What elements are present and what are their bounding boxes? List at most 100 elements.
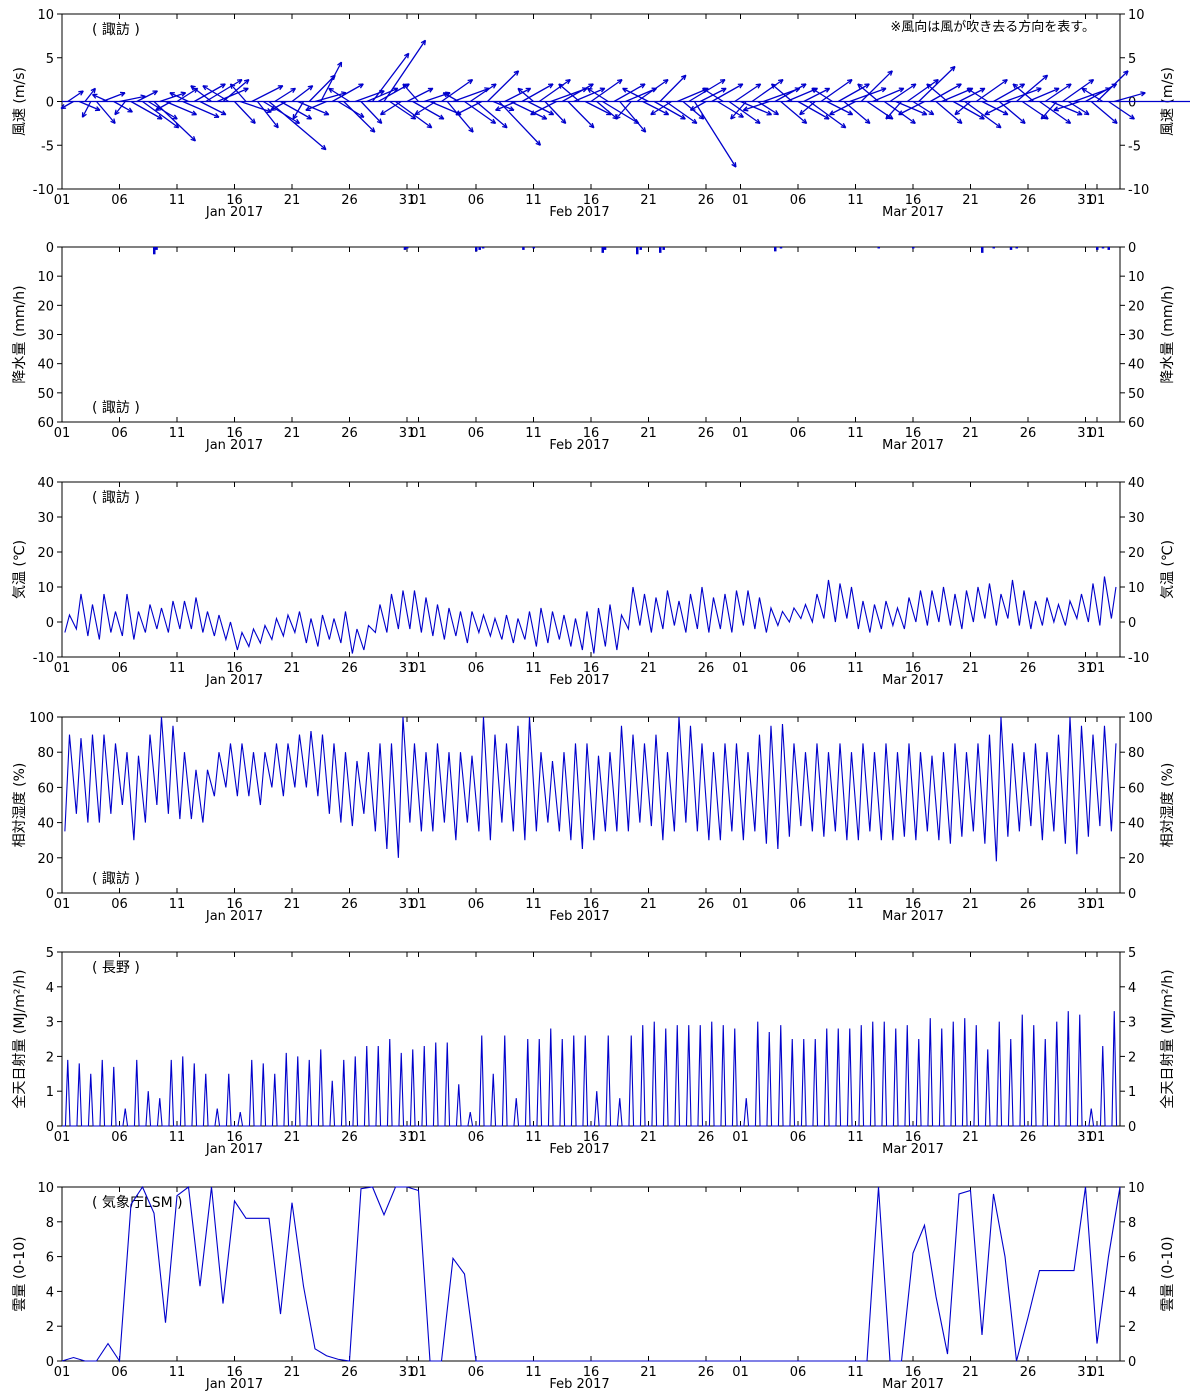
x-tick-label: 06: [468, 426, 485, 441]
y-axis-title-left: 気温 (℃): [12, 540, 28, 599]
wind-vector-head: [541, 114, 548, 120]
wind-vector: [889, 83, 917, 103]
wind-vector: [693, 101, 737, 168]
wind-vector: [596, 101, 618, 120]
y-tick-label-right: 10: [1128, 8, 1145, 23]
wind-vector-head: [956, 83, 962, 89]
wind-vector: [912, 100, 935, 116]
wind-vector-head: [565, 78, 571, 85]
wind-vector-head: [738, 112, 744, 118]
y-tick-label-right: 2: [1128, 1050, 1136, 1065]
plot-frame: [61, 951, 1121, 1127]
x-tick-label: 31: [1077, 1130, 1094, 1145]
x-tick-label: 11: [169, 1365, 186, 1380]
wind-vector-head: [1036, 87, 1042, 93]
wind-vector: [291, 85, 314, 103]
wind-vector: [67, 90, 84, 103]
wind-vector: [809, 100, 847, 129]
wind-vector-head: [306, 114, 313, 120]
x-tick-label: 21: [640, 1365, 657, 1380]
wind-vector-head: [169, 92, 175, 98]
wind-vector: [642, 100, 669, 116]
wind-vector: [530, 100, 557, 116]
y-tick-label-left: 0: [46, 887, 54, 902]
wind-vector-head: [369, 127, 376, 133]
x-tick-label: 21: [640, 661, 657, 676]
y-tick-label-right: 80: [1128, 746, 1145, 761]
x-month-label: Mar 2017: [882, 909, 944, 924]
wind-vector: [561, 83, 594, 103]
y-tick-label-right: 0: [1128, 887, 1136, 902]
x-tick-label: 16: [583, 193, 600, 208]
y-tick-label-right: 0: [1128, 1120, 1136, 1135]
y-tick-label-right: 10: [1128, 581, 1145, 596]
wind-vector: [412, 100, 445, 120]
wind-vector-head: [691, 118, 698, 125]
wind-vector: [906, 79, 939, 103]
wind-vector: [1096, 70, 1129, 102]
x-tick-label: 06: [790, 1365, 807, 1380]
wind-vector-head: [698, 114, 705, 120]
wind-vector-head: [243, 87, 249, 93]
x-tick-label: 31: [399, 426, 416, 441]
wind-vector-head: [467, 78, 474, 85]
wind-vector: [114, 101, 126, 116]
wind-vector-head: [530, 110, 536, 116]
x-tick-label: 16: [905, 1365, 922, 1380]
wind-vector: [728, 100, 761, 124]
wind-vector-head: [885, 114, 891, 120]
wind-vector: [199, 100, 227, 116]
x-tick-label: 16: [583, 661, 600, 676]
x-tick-label: 06: [111, 661, 128, 676]
x-tick-label: 31: [1077, 426, 1094, 441]
x-tick-label: 31: [1077, 1365, 1094, 1380]
wind-vector-head: [737, 83, 744, 89]
x-tick-label: 01: [732, 897, 749, 912]
y-tick-label-right: -5: [1128, 139, 1141, 154]
wind-vector: [799, 101, 816, 116]
x-tick-label: 06: [111, 897, 128, 912]
series-line: [64, 576, 1117, 654]
wind-vector-head: [1002, 78, 1008, 85]
x-tick-label: 21: [962, 897, 979, 912]
y-tick-label-left: 10: [37, 581, 54, 596]
x-tick-label: 11: [847, 1365, 864, 1380]
wind-vector: [740, 100, 772, 116]
wind-vector: [774, 83, 807, 103]
precip-bar: [659, 247, 662, 253]
wind-vector: [193, 83, 226, 103]
wind-vector-head: [1083, 110, 1090, 116]
wind-vector: [452, 87, 490, 103]
wind-vector-head: [191, 110, 198, 116]
y-tick-label-left: 10: [37, 1181, 54, 1196]
y-tick-label-right: 10: [1128, 270, 1145, 285]
x-tick-label: 11: [525, 426, 542, 441]
wind-vector-head: [880, 87, 887, 93]
y-tick-label-right: 0: [1128, 616, 1136, 631]
wind-vector: [1053, 100, 1080, 111]
wind-vector: [498, 101, 541, 146]
x-month-label: Feb 2017: [549, 909, 609, 924]
plot-frame: [61, 246, 1121, 423]
y-axis-title-left: 全天日射量 (MJ/m²/h): [11, 969, 28, 1108]
y-tick-label-left: 8: [46, 1216, 54, 1231]
wind-vector: [590, 79, 623, 103]
y-tick-label-left: 40: [37, 817, 54, 832]
wind-vector-head: [1140, 91, 1146, 97]
x-tick-label: 31: [399, 1130, 416, 1145]
x-tick-label: 31: [399, 193, 416, 208]
precip-bar: [779, 247, 783, 249]
wind-vector: [829, 100, 856, 116]
y-tick-label-left: 50: [37, 387, 54, 402]
wind-vector-head: [152, 90, 158, 96]
wind-vector-head: [78, 90, 84, 96]
wind-vector-head: [910, 118, 916, 125]
x-tick-label: 06: [790, 426, 807, 441]
y-tick-label-right: 0: [1128, 241, 1136, 256]
x-tick-label: 26: [1020, 1365, 1037, 1380]
wind-vector-head: [811, 87, 817, 93]
x-tick-label: 01: [1089, 426, 1106, 441]
y-tick-label-left: 60: [37, 781, 54, 796]
wind-vector-head: [277, 85, 284, 91]
y-axis-title-right: 全天日射量 (MJ/m²/h): [1159, 969, 1176, 1108]
